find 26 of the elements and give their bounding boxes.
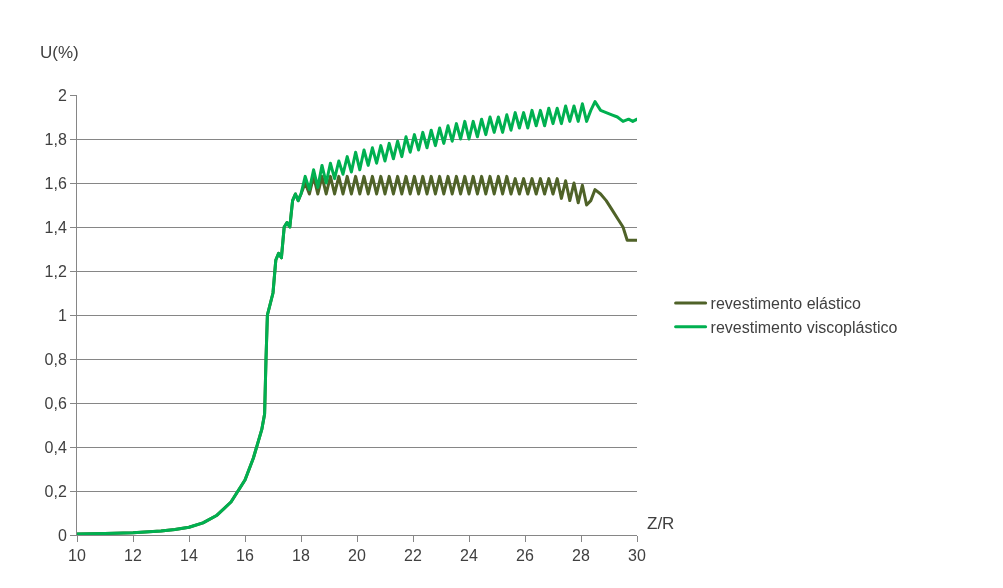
y-tick-label: 1,2 (44, 262, 67, 280)
x-tick-label: 28 (572, 547, 590, 565)
x-tick-label: 10 (68, 547, 86, 565)
x-tick-label: 16 (236, 547, 254, 565)
y-tick-label: 0,6 (44, 394, 67, 412)
x-tick-label: 12 (124, 547, 142, 565)
x-tick-label: 20 (348, 547, 366, 565)
x-axis-title: Z/R (647, 514, 675, 533)
x-tick-label: 14 (180, 547, 198, 565)
x-tick-label: 22 (404, 547, 422, 565)
x-tick-label: 30 (628, 547, 646, 565)
y-tick-label: 0 (57, 526, 67, 544)
y-tick-label: 0,8 (44, 350, 67, 368)
x-tick-label: 18 (292, 547, 310, 565)
y-tick-label: 1,8 (44, 130, 67, 148)
x-tick-label: 26 (516, 547, 534, 565)
y-tick-label: 1,4 (44, 218, 67, 236)
y-axis-title: U(%) (40, 43, 79, 62)
y-tick-label: 0,2 (44, 482, 67, 500)
y-tick-label: 2 (57, 86, 67, 104)
legend-label: revestimento elástico (710, 295, 861, 313)
y-tick-label: 1 (57, 306, 67, 324)
y-tick-label: 0,4 (44, 438, 67, 456)
x-tick-label: 24 (460, 547, 478, 565)
y-tick-label: 1,6 (44, 174, 67, 192)
legend-label: revestimento viscoplástico (710, 318, 898, 336)
